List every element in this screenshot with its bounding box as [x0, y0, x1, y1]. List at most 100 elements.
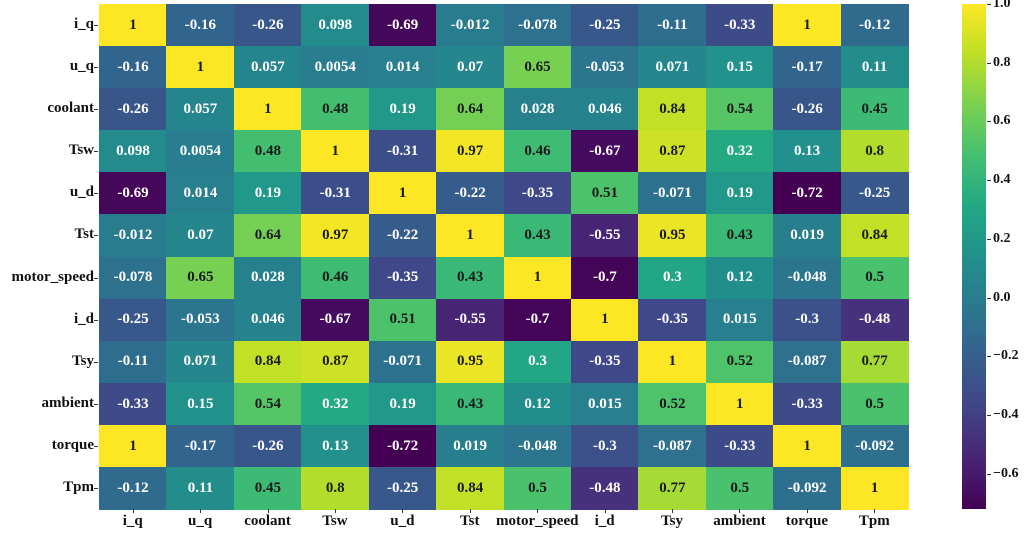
colorbar-tick-mark	[987, 415, 991, 417]
heatmap-cell: 0.15	[705, 46, 774, 89]
heatmap-cell: -0.25	[840, 172, 909, 215]
heatmap-cell: -0.69	[368, 4, 437, 47]
x-tick-label: coolant	[244, 513, 291, 529]
heatmap-cell: -0.17	[166, 424, 235, 468]
heatmap-cell: 0.43	[436, 256, 505, 300]
heatmap-cell: -0.071	[638, 172, 707, 215]
colorbar-tick-mark	[987, 121, 991, 123]
heatmap-cell: -0.7	[503, 298, 572, 342]
y-tick-mark	[94, 403, 98, 405]
heatmap-cell: 1	[773, 4, 842, 47]
heatmap-cell: 0.52	[705, 340, 774, 384]
colorbar-tick-label: −0.2	[993, 348, 1019, 364]
x-tick-label: u_d	[390, 513, 415, 529]
x-tick-label: i_d	[594, 513, 615, 529]
heatmap-cell: 0.014	[368, 46, 437, 89]
x-tick-mark	[874, 509, 876, 513]
heatmap-cell: 0.5	[503, 466, 572, 510]
y-tick-mark	[94, 151, 98, 153]
heatmap-cell: -0.048	[503, 424, 572, 468]
heatmap-cell: 0.64	[233, 214, 302, 258]
y-tick-mark	[94, 235, 98, 237]
y-tick-mark	[94, 319, 98, 321]
heatmap-cell: 1	[99, 4, 168, 47]
heatmap-cell: -0.092	[773, 466, 842, 510]
heatmap-cell: 0.5	[840, 382, 909, 426]
heatmap-cell: 0.77	[840, 340, 909, 384]
y-tick-label: Tsw	[68, 142, 94, 159]
colorbar-tick-mark	[987, 473, 991, 475]
heatmap-cell: 0.54	[233, 382, 302, 426]
heatmap-cell: 0.77	[638, 466, 707, 510]
heatmap-cell: -0.25	[99, 298, 168, 342]
heatmap-cell: 0.11	[840, 46, 909, 89]
heatmap-cell: 0.84	[233, 340, 302, 384]
y-tick-mark	[94, 67, 98, 69]
heatmap-cell: -0.11	[638, 4, 707, 47]
heatmap-cell: 1	[99, 424, 168, 468]
y-tick-mark	[94, 277, 98, 279]
x-tick-mark	[402, 509, 404, 513]
y-tick-label: i_d	[73, 310, 94, 327]
heatmap-cell: 1	[638, 340, 707, 384]
heatmap-cell: -0.012	[436, 4, 505, 47]
heatmap-cell: 0.32	[301, 382, 370, 426]
heatmap-cell: 1	[233, 88, 302, 131]
x-tick-mark	[334, 509, 336, 513]
heatmap-cell: 0.46	[503, 130, 572, 173]
heatmap-cell: 0.51	[570, 172, 639, 215]
heatmap-cell: 0.45	[840, 88, 909, 131]
heatmap-cell: -0.053	[166, 298, 235, 342]
heatmap-cell: -0.31	[301, 172, 370, 215]
heatmap-cell: 0.19	[368, 382, 437, 426]
heatmap-cell: -0.55	[436, 298, 505, 342]
x-tick-label: ambient	[713, 513, 766, 529]
x-tick-label: i_q	[122, 513, 143, 529]
heatmap-cell: 0.46	[301, 256, 370, 300]
heatmap-cell: -0.67	[570, 130, 639, 173]
heatmap-cell: 0.87	[638, 130, 707, 173]
heatmap-cell: -0.26	[233, 424, 302, 468]
y-tick-mark	[94, 109, 98, 111]
y-tick-label: Tpm	[63, 478, 94, 495]
heatmap-cell: 1	[773, 424, 842, 468]
heatmap-cell: -0.3	[570, 424, 639, 468]
y-tick-label: Tsy	[72, 352, 94, 369]
heatmap-cell: -0.25	[570, 4, 639, 47]
heatmap-cell: -0.33	[705, 4, 774, 47]
colorbar-tick-label: 0.4	[993, 172, 1011, 188]
heatmap-cell: 0.95	[638, 214, 707, 258]
heatmap-cell: -0.35	[368, 256, 437, 300]
heatmap-cell: -0.092	[840, 424, 909, 468]
heatmap-cell: -0.55	[570, 214, 639, 258]
heatmap-cell: 0.07	[436, 46, 505, 89]
y-tick-mark	[94, 487, 98, 489]
heatmap-cell: 1	[368, 172, 437, 215]
heatmap-cell: 1	[840, 466, 909, 510]
colorbar-tick-mark	[987, 180, 991, 182]
heatmap-cell: 0.11	[166, 466, 235, 510]
heatmap-cell: -0.22	[368, 214, 437, 258]
colorbar-tick-mark	[987, 4, 991, 5]
heatmap-cell: -0.69	[99, 172, 168, 215]
heatmap-cell: -0.087	[638, 424, 707, 468]
heatmap-cell: 0.0054	[301, 46, 370, 89]
colorbar-tick-label: 1.0	[993, 0, 1011, 11]
colorbar	[962, 4, 986, 509]
heatmap-cell: 0.5	[705, 466, 774, 510]
colorbar-tick-label: −0.6	[993, 465, 1019, 481]
heatmap-cell: 0.43	[705, 214, 774, 258]
y-tick-label: u_q	[69, 58, 94, 75]
heatmap-cell: -0.053	[570, 46, 639, 89]
y-tick-label: torque	[51, 436, 94, 453]
x-tick-mark	[469, 509, 471, 513]
x-tick-mark	[132, 509, 134, 513]
colorbar-tick-mark	[987, 238, 991, 240]
heatmap-cell: -0.35	[570, 340, 639, 384]
heatmap-cell: 0.098	[301, 4, 370, 47]
heatmap-cell: -0.33	[99, 382, 168, 426]
correlation-heatmap: 1 -0.16 -0.26 0.098 -0.69 -0.012 -0.078 -0.25 -0…	[99, 4, 909, 510]
x-tick-mark	[739, 509, 741, 513]
heatmap-cell: 0.13	[773, 130, 842, 173]
heatmap-cell: -0.12	[99, 466, 168, 510]
